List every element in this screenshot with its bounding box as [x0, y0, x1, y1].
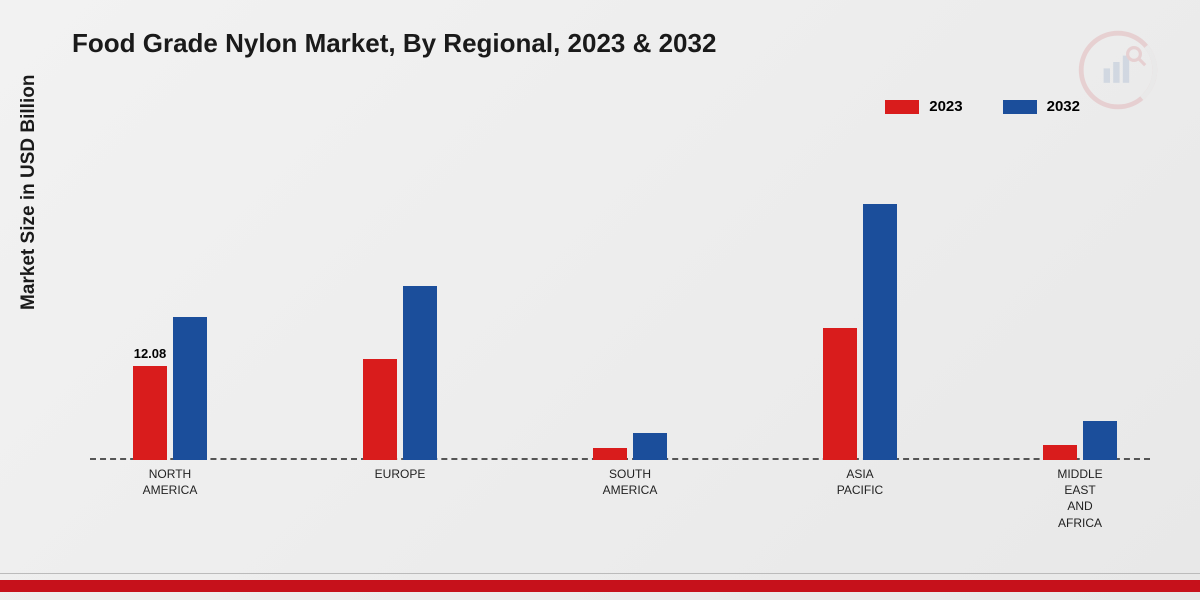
plot-area: 12.08: [90, 150, 1150, 460]
y-axis-label: Market Size in USD Billion: [18, 75, 40, 310]
footer-accent-bar: [0, 580, 1200, 592]
x-label-ap: ASIAPACIFIC: [790, 466, 930, 498]
bar-group-na: 12.08: [100, 317, 240, 460]
footer-divider: [0, 573, 1200, 574]
bar-eu-2023: [363, 359, 397, 460]
bar-mea-2023: [1043, 445, 1077, 461]
bar-na-2032: [173, 317, 207, 460]
bar-group-ap: [790, 204, 930, 460]
x-axis-labels: NORTHAMERICA EUROPE SOUTHAMERICA ASIAPACIFI…: [90, 466, 1150, 546]
legend-swatch-2023: [885, 100, 919, 114]
chart-title: Food Grade Nylon Market, By Regional, 20…: [72, 28, 716, 59]
bar-value-label: 12.08: [134, 346, 167, 361]
bar-eu-2032: [403, 286, 437, 460]
x-label-na: NORTHAMERICA: [100, 466, 240, 498]
legend-item-2023: 2023: [885, 98, 962, 115]
legend-item-2032: 2032: [1003, 98, 1080, 115]
x-label-sa: SOUTHAMERICA: [560, 466, 700, 498]
bar-sa-2032: [633, 433, 667, 460]
bar-mea-2032: [1083, 421, 1117, 460]
bar-ap-2032: [863, 204, 897, 460]
legend-label-2032: 2032: [1047, 98, 1080, 115]
legend-label-2023: 2023: [929, 98, 962, 115]
legend: 2023 2032: [885, 98, 1080, 115]
bar-na-2023: 12.08: [133, 366, 167, 460]
legend-swatch-2032: [1003, 100, 1037, 114]
x-label-mea: MIDDLEEASTANDAFRICA: [1010, 466, 1150, 531]
bar-group-sa: [560, 433, 700, 460]
bar-group-mea: [1010, 421, 1150, 460]
bar-sa-2023: [593, 448, 627, 460]
bar-ap-2023: [823, 328, 857, 460]
watermark-logo: [1078, 30, 1158, 110]
x-label-eu: EUROPE: [330, 466, 470, 482]
bar-group-eu: [330, 286, 470, 460]
